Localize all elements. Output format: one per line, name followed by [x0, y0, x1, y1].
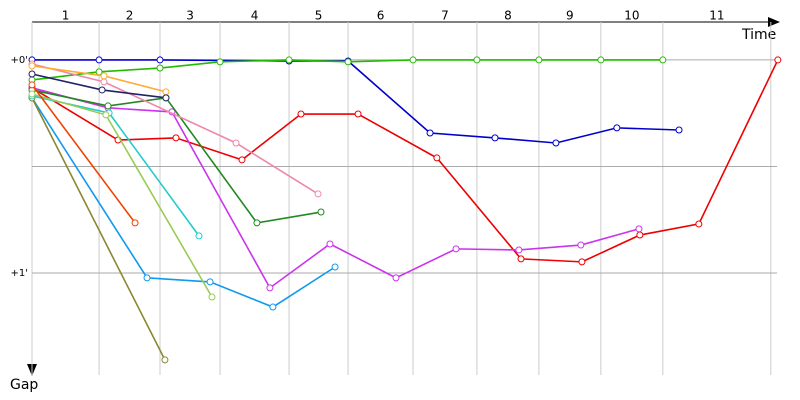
- point: [143, 274, 151, 282]
- x-tick-label: 10: [624, 9, 639, 23]
- x-tick-label: 7: [441, 9, 449, 23]
- point: [597, 56, 605, 64]
- point: [578, 258, 586, 266]
- point: [613, 124, 621, 132]
- plot: +0' +1' 1 2 3 4 5 6 7 8 9 10 11: [11, 9, 782, 375]
- x-tick-label: 6: [377, 9, 385, 23]
- point: [659, 56, 667, 64]
- point: [206, 278, 214, 286]
- point: [100, 72, 108, 80]
- point: [354, 110, 362, 118]
- point: [297, 110, 305, 118]
- x-axis-title: Time: [741, 27, 776, 43]
- series-line: [31, 89, 322, 224]
- point: [156, 64, 164, 72]
- point: [636, 231, 644, 239]
- point: [95, 56, 103, 64]
- x-arrow: [768, 17, 780, 27]
- point: [162, 88, 170, 96]
- point: [774, 56, 782, 64]
- point: [195, 232, 203, 240]
- series-line: [31, 97, 166, 361]
- point: [28, 81, 36, 89]
- point: [675, 126, 683, 134]
- point: [314, 190, 322, 198]
- x-tick-label: 8: [504, 9, 512, 23]
- series-line: [31, 84, 136, 224]
- point: [208, 293, 216, 301]
- point: [266, 284, 274, 292]
- point: [28, 90, 36, 98]
- point: [635, 225, 643, 233]
- x-tick-label: 4: [251, 9, 259, 23]
- point: [452, 245, 460, 253]
- point: [131, 219, 139, 227]
- series-line: [32, 59, 680, 144]
- point: [473, 56, 481, 64]
- series-line: [31, 87, 640, 290]
- point: [409, 56, 417, 64]
- x-tick-label: 2: [126, 9, 134, 23]
- point: [102, 111, 110, 119]
- point: [535, 56, 543, 64]
- y-tick-label: +0': [11, 55, 29, 66]
- point: [28, 70, 36, 78]
- series-line: [31, 97, 336, 308]
- x-tick-label: 3: [186, 9, 194, 23]
- point: [216, 58, 224, 66]
- point: [331, 263, 339, 271]
- point: [269, 303, 277, 311]
- point: [344, 58, 352, 66]
- point: [433, 154, 441, 162]
- x-tick-label: 1: [62, 9, 70, 23]
- point: [156, 56, 164, 64]
- x-tick-label: 9: [566, 9, 574, 23]
- series-line: [31, 59, 779, 263]
- point: [491, 134, 499, 142]
- point: [253, 219, 261, 227]
- point: [317, 208, 325, 216]
- point: [100, 78, 108, 86]
- y-axis-title: Gap: [10, 377, 38, 393]
- point: [392, 274, 400, 282]
- point: [172, 134, 180, 142]
- point: [232, 139, 240, 147]
- point: [28, 62, 36, 70]
- x-tick-label: 5: [315, 9, 323, 23]
- point: [517, 255, 525, 263]
- point: [285, 56, 293, 64]
- point: [161, 356, 169, 364]
- point: [162, 94, 170, 102]
- point: [695, 220, 703, 228]
- point: [326, 240, 334, 248]
- point: [515, 246, 523, 254]
- point: [98, 86, 106, 94]
- x-tick-label: 11: [709, 9, 724, 23]
- point: [552, 139, 560, 147]
- y-tick-label: +1': [11, 268, 29, 279]
- point: [238, 156, 246, 164]
- series-line: [31, 63, 319, 195]
- point: [104, 102, 112, 110]
- point: [426, 129, 434, 137]
- point: [577, 241, 585, 249]
